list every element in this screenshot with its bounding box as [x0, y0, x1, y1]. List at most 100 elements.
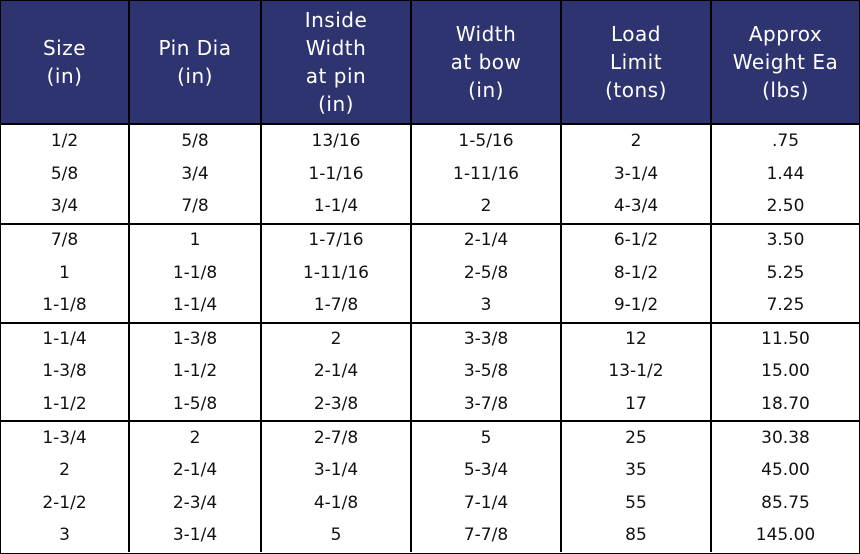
cell-text: 1-5/8 — [172, 394, 218, 415]
body-cell: 5-3/4 — [412, 454, 562, 487]
cell-text: 2-1/4 — [172, 460, 218, 481]
body-cell: 2 — [412, 190, 562, 223]
body-cell: 7-7/8 — [412, 519, 562, 552]
cell-text: 3/4 — [50, 196, 79, 217]
cell-text: 1-5/16 — [458, 131, 514, 152]
cell-text: 9-1/2 — [613, 295, 659, 316]
body-cell: 1-3/8 — [130, 322, 262, 356]
header-cell: Load Limit (tons) — [562, 1, 712, 125]
body-cell: 1-3/8 — [1, 355, 130, 388]
cell-text: 11.50 — [761, 328, 810, 349]
cell-text: 3-3/8 — [463, 328, 509, 349]
body-cell: 2-1/4 — [262, 355, 412, 388]
body-cell: 1/2 — [1, 125, 130, 158]
group-separator — [1, 321, 859, 324]
cell-text: Load — [611, 22, 661, 46]
cell-text: 1-11/16 — [453, 163, 519, 184]
body-cell: 1-1/4 — [262, 190, 412, 223]
cell-text: 85.75 — [761, 492, 810, 513]
cell-text: 45.00 — [761, 460, 810, 481]
body-cell: 1-1/16 — [262, 157, 412, 191]
cell-text: 7-7/8 — [463, 525, 509, 546]
body-cell: 1-7/16 — [262, 223, 412, 257]
cell-text: 145.00 — [755, 525, 816, 546]
cell-text: Size — [42, 36, 87, 60]
cell-text: 1 — [59, 262, 70, 283]
cell-text: 3/4 — [181, 163, 209, 184]
cell-text: 18.70 — [761, 394, 810, 415]
body-cell: 145.00 — [712, 519, 859, 552]
header-cell: Approx Weight Ea (lbs) — [712, 1, 859, 125]
cell-text: (in) — [177, 64, 213, 88]
body-cell: 2 — [562, 125, 712, 158]
body-cell: 2-1/4 — [412, 223, 562, 257]
cell-text: at bow — [450, 50, 522, 74]
cell-text: 1-1/16 — [308, 163, 364, 184]
body-cell: 25 — [562, 421, 712, 454]
body-cell: 5/8 — [1, 157, 130, 191]
cell-text: 3-1/4 — [172, 525, 218, 546]
body-cell: 3/4 — [130, 157, 262, 191]
cell-text: 1-3/8 — [42, 361, 87, 382]
cell-text: 1-1/4 — [313, 196, 359, 217]
body-cell: 7/8 — [1, 223, 130, 257]
body-cell: 1 — [130, 223, 262, 257]
body-cell: 3.50 — [712, 224, 859, 257]
cell-text: 5 — [330, 525, 342, 546]
body-cell: 3-1/4 — [130, 519, 262, 552]
cell-text: Limit — [609, 50, 663, 74]
cell-text: (lbs) — [762, 78, 809, 102]
body-cell: 3 — [1, 519, 130, 552]
body-cell: 85.75 — [712, 487, 859, 520]
cell-text: 2 — [189, 427, 201, 448]
cell-text: 3-1/4 — [313, 460, 359, 481]
cell-text: (tons) — [605, 78, 667, 102]
cell-text: 1-1/2 — [172, 361, 218, 382]
cell-text: 2-3/4 — [172, 492, 218, 513]
body-cell: 1 — [1, 256, 130, 289]
body-cell: 9-1/2 — [562, 289, 712, 322]
body-cell: 1-3/4 — [1, 421, 130, 454]
group-separator — [1, 222, 859, 225]
header-cell: Inside Width at pin (in) — [262, 1, 412, 125]
body-cell: 5/8 — [130, 125, 262, 158]
body-cell: 1-1/2 — [1, 387, 130, 421]
body-cell: 1-1/8 — [1, 289, 130, 322]
body-cell: 18.70 — [712, 388, 859, 421]
cell-text: 55 — [625, 492, 647, 513]
cell-text: 1-1/8 — [42, 295, 87, 316]
cell-text: 6-1/2 — [613, 230, 659, 251]
cell-text: 7/8 — [50, 230, 79, 251]
header-cell: Pin Dia (in) — [130, 1, 262, 125]
header-cell: Size (in) — [1, 1, 130, 125]
body-cell: 2 — [1, 454, 130, 487]
cell-text: 15.00 — [761, 361, 810, 382]
cell-text: 1-11/16 — [303, 262, 369, 283]
cell-text: 5/8 — [181, 131, 209, 152]
cell-text: 25 — [625, 427, 647, 448]
cell-text: 1-1/4 — [172, 295, 218, 316]
cell-text: (in) — [468, 78, 504, 102]
cell-text: (in) — [318, 92, 354, 116]
cell-text: 12 — [625, 328, 647, 349]
body-cell: 45.00 — [712, 454, 859, 487]
cell-text: 2 — [630, 131, 642, 152]
body-cell: 6-1/2 — [562, 223, 712, 257]
body-cell: 11.50 — [712, 323, 859, 356]
cell-text: 2 — [480, 196, 492, 217]
cell-text: 1-3/4 — [42, 427, 87, 448]
body-cell: .75 — [712, 125, 859, 158]
body-cell: 7-1/4 — [412, 486, 562, 520]
body-cell: 5.25 — [712, 256, 859, 289]
body-cell: 2-1/2 — [1, 486, 130, 520]
body-cell: 3-1/4 — [262, 454, 412, 487]
cell-text: 1-1/2 — [42, 394, 87, 415]
cell-text: 2-5/8 — [463, 262, 509, 283]
cell-text: at pin — [305, 64, 367, 88]
body-cell: 2-3/4 — [130, 486, 262, 520]
cell-text: 3.50 — [766, 230, 805, 251]
body-cell: 15.00 — [712, 355, 859, 388]
cell-text: 7.25 — [766, 295, 805, 316]
body-cell: 3-7/8 — [412, 387, 562, 421]
body-cell: 5 — [262, 519, 412, 552]
